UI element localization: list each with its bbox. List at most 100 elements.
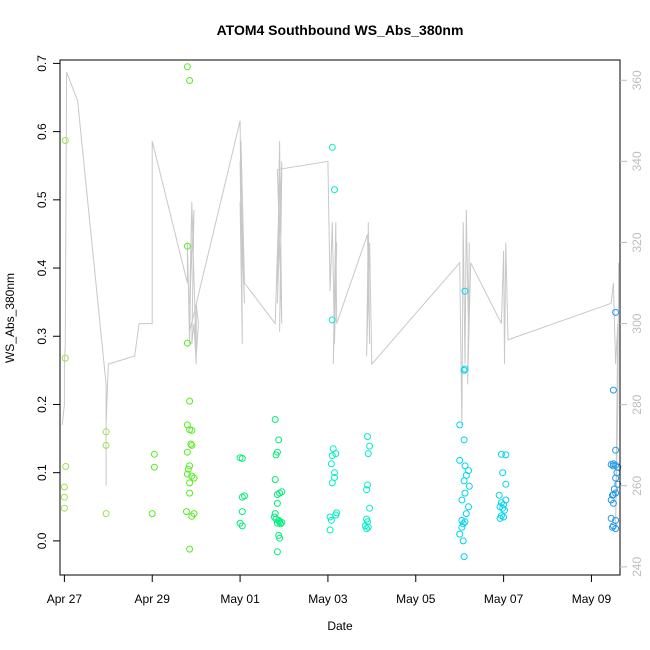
- data-point: [102, 428, 110, 436]
- data-point: [366, 504, 374, 512]
- data-point: [183, 470, 191, 478]
- data-point: [277, 520, 284, 528]
- data-point: [363, 525, 371, 533]
- data-point: [102, 510, 110, 518]
- data-point: [61, 354, 69, 362]
- data-point: [609, 523, 616, 531]
- data-point: [327, 460, 335, 468]
- data-point: [61, 137, 69, 144]
- data-point: [186, 77, 194, 84]
- data-point: [190, 474, 198, 482]
- y-tick-label: 0.3: [35, 328, 49, 345]
- data-point: [188, 426, 196, 434]
- data-point: [331, 469, 338, 477]
- x-tick-label: Apr 29: [135, 592, 171, 606]
- data-point: [461, 462, 469, 470]
- data-point: [186, 479, 194, 487]
- data-point: [188, 472, 196, 480]
- data-point: [102, 441, 110, 449]
- x-tick-label: May 03: [308, 592, 348, 606]
- data-point: [60, 493, 68, 501]
- data-point: [332, 450, 340, 458]
- data-point: [461, 489, 469, 497]
- x-tick-label: May 07: [484, 592, 524, 606]
- data-point: [328, 143, 336, 151]
- data-point: [502, 451, 510, 459]
- data-point: [148, 510, 156, 518]
- data-point: [363, 486, 371, 494]
- data-point: [496, 514, 504, 522]
- x-tick-label: May 05: [396, 592, 436, 606]
- data-point: [272, 451, 280, 459]
- data-point: [328, 452, 336, 460]
- data-point: [500, 513, 508, 521]
- data-point: [183, 63, 191, 71]
- data-point: [502, 480, 510, 488]
- right-axis-trace-layer: [61, 72, 620, 527]
- data-point: [497, 450, 505, 458]
- data-point: [238, 508, 246, 516]
- data-point: [609, 386, 617, 394]
- data-point: [270, 513, 278, 521]
- data-point: [364, 450, 372, 458]
- data-point: [332, 511, 340, 519]
- data-point: [460, 477, 468, 485]
- data-point: [612, 525, 620, 533]
- data-point: [458, 523, 466, 531]
- data-point: [612, 308, 620, 316]
- data-point: [238, 522, 246, 530]
- data-point: [465, 503, 472, 511]
- data-point: [271, 476, 279, 483]
- data-point: [331, 186, 338, 194]
- data-point: [238, 454, 246, 462]
- data-point: [461, 287, 469, 295]
- data-point: [609, 462, 617, 470]
- data-point: [495, 491, 503, 499]
- y2-tick-label: 340: [630, 151, 644, 171]
- data-point: [188, 512, 196, 520]
- data-point: [465, 482, 473, 490]
- data-point: [501, 506, 508, 514]
- data-point: [460, 366, 468, 374]
- data-point: [326, 513, 334, 521]
- plot-frame: [59, 59, 621, 576]
- data-point: [460, 553, 468, 561]
- data-point: [183, 508, 190, 516]
- y2-tick-label: 280: [630, 394, 644, 414]
- data-point: [186, 545, 194, 553]
- data-point: [459, 537, 467, 545]
- data-point: [184, 465, 192, 473]
- data-point: [273, 548, 281, 556]
- data-point: [186, 397, 194, 405]
- y-tick-label: 0.6: [35, 123, 49, 140]
- data-point: [364, 523, 372, 531]
- data-point: [188, 441, 196, 449]
- data-point: [273, 491, 281, 498]
- y2-tick-label: 260: [630, 475, 644, 495]
- y-tick-label: 0.5: [35, 191, 49, 208]
- data-point: [607, 514, 615, 522]
- data-point: [273, 499, 281, 507]
- y2-tick-label: 240: [630, 557, 644, 577]
- data-point: [328, 316, 336, 324]
- data-point: [326, 526, 334, 534]
- data-point: [462, 510, 470, 518]
- data-point: [60, 504, 68, 512]
- data-point: [456, 456, 464, 464]
- data-point: [612, 446, 620, 454]
- data-point: [461, 518, 469, 526]
- data-point: [183, 448, 191, 456]
- data-point: [278, 519, 286, 526]
- y-axis-label: WS_Abs_380nm: [3, 273, 17, 363]
- data-point: [275, 436, 283, 444]
- data-point: [612, 474, 620, 482]
- data-point: [331, 474, 338, 481]
- axes-layer: Apr 27 Apr 29 May 01 May 03 May 05 May 07 May …: [35, 55, 644, 606]
- data-point: [459, 520, 467, 528]
- y2-tick-label: 320: [630, 232, 644, 252]
- y-tick-label: 0.2: [35, 396, 49, 413]
- y-tick-label: 0.1: [35, 464, 49, 481]
- data-point: [499, 469, 507, 477]
- chart-title: ATOM4 Southbound WS_Abs_380nm: [217, 22, 464, 38]
